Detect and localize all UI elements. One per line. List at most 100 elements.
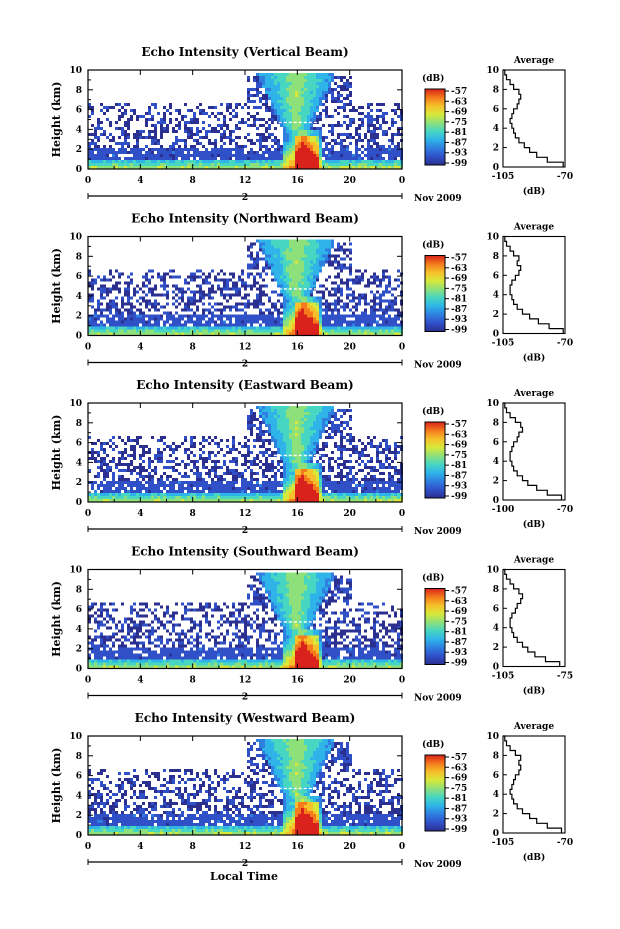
colorbar-tick-label: -99 (451, 659, 467, 669)
average-y-tick-label: 2 (493, 477, 499, 487)
x-tick-label: 12 (239, 343, 252, 353)
y-tick-label: 10 (69, 233, 82, 243)
average-x-tick-label: -105 (492, 172, 515, 182)
colorbar (424, 754, 446, 832)
day-marker: 2 (242, 193, 248, 203)
x-tick-label: 0 (399, 842, 405, 852)
average-x-tick-label: -75 (557, 672, 573, 682)
colorbar-tick-label: -75 (451, 451, 467, 461)
average-y-tick-label: 8 (493, 252, 499, 262)
average-profile-line (503, 735, 563, 833)
colorbar (424, 588, 446, 665)
colorbar-tick-label: -75 (451, 784, 467, 794)
average-y-tick-label: 10 (486, 566, 499, 576)
average-y-tick-label: 4 (493, 624, 499, 634)
average-x-tick-label: -70 (557, 172, 573, 182)
colorbar (424, 88, 446, 166)
colorbar-tick-label: -93 (451, 149, 467, 159)
average-y-tick-label: 4 (493, 457, 499, 467)
average-y-tick-label: 0 (493, 496, 499, 506)
colorbar (424, 421, 446, 499)
colorbar-unit: (dB) (422, 739, 444, 750)
colorbar-tick-label: -87 (451, 638, 467, 648)
average-y-tick-label: 6 (493, 438, 499, 448)
average-profile-line (503, 235, 564, 334)
y-tick-label: 0 (76, 831, 82, 841)
average-y-tick-label: 0 (493, 663, 499, 673)
y-tick-label: 10 (69, 732, 82, 742)
colorbar-tick-label: -69 (451, 108, 467, 118)
y-tick-label: 2 (76, 811, 82, 821)
day-marker: 2 (242, 693, 248, 703)
average-y-tick-label: 0 (493, 829, 499, 839)
average-y-tick-label: 4 (493, 790, 499, 800)
date-label: Nov 2009 (414, 860, 462, 870)
x-tick-label: 0 (399, 509, 405, 519)
panel-1: Echo Intensity (Vertical Beam) 0 2 4 6 8 10 0 4 8… (50, 45, 573, 204)
colorbar-tick-label: -99 (451, 159, 467, 169)
colorbar-tick-label: -93 (451, 315, 467, 325)
x-tick-label: 20 (343, 676, 356, 686)
average-y-tick-label: 8 (493, 418, 499, 428)
panel-2: Echo Intensity (Northward Beam) 0 2 4 6 8 10 0 4… (50, 212, 573, 371)
average-x-label: (dB) (523, 353, 545, 364)
y-tick-label: 2 (76, 145, 82, 155)
x-tick-label: 20 (343, 176, 356, 186)
x-axis-label: Local Time (210, 870, 278, 883)
average-y-tick-label: 4 (493, 124, 499, 134)
x-tick-label: 12 (239, 509, 252, 519)
colorbar-tick-label: -63 (451, 597, 467, 607)
y-tick-label: 6 (76, 772, 82, 782)
colorbar-tick-label: -63 (451, 97, 467, 107)
y-tick-label: 4 (76, 292, 82, 302)
x-tick-label: 16 (291, 509, 304, 519)
x-tick-label: 4 (137, 509, 143, 519)
panel-title: Echo Intensity (Eastward Beam) (136, 378, 353, 392)
colorbar-tick-label: -57 (451, 254, 467, 264)
x-tick-label: 20 (343, 842, 356, 852)
average-x-label: (dB) (523, 852, 545, 863)
day-marker: 2 (242, 360, 248, 370)
average-title: Average (513, 56, 554, 66)
average-x-tick-label: -105 (492, 838, 515, 848)
panel-title: Echo Intensity (Southward Beam) (131, 545, 359, 559)
x-tick-label: 16 (291, 676, 304, 686)
average-y-tick-label: 6 (493, 105, 499, 115)
x-tick-label: 4 (137, 676, 143, 686)
average-x-label: (dB) (523, 686, 545, 697)
average-x-tick-label: -105 (492, 339, 515, 349)
average-title: Average (513, 722, 554, 732)
colorbar-tick-label: -69 (451, 274, 467, 284)
colorbar-tick-label: -69 (451, 441, 467, 451)
colorbar-tick-label: -69 (451, 774, 467, 784)
average-y-tick-label: 8 (493, 85, 499, 95)
average-title: Average (513, 389, 554, 399)
average-y-tick-label: 6 (493, 604, 499, 614)
colorbar-tick-label: -57 (451, 420, 467, 430)
average-y-tick-label: 4 (493, 291, 499, 301)
y-tick-label: 8 (76, 752, 82, 762)
colorbar-unit: (dB) (422, 240, 444, 251)
average-title: Average (513, 556, 554, 566)
colorbar-tick-label: -93 (451, 648, 467, 658)
average-y-tick-label: 6 (493, 271, 499, 281)
colorbar-tick-label: -63 (451, 264, 467, 274)
panel-5: Echo Intensity (Westward Beam) 0 2 4 6 8 10 0 4 8… (50, 711, 573, 870)
average-y-tick-label: 10 (486, 732, 499, 742)
panel-3: Echo Intensity (Eastward Beam) 0 2 4 6 8 10 0 4 8… (50, 378, 573, 537)
average-y-tick-label: 0 (493, 163, 499, 173)
y-tick-label: 4 (76, 458, 82, 468)
colorbar-tick-label: -87 (451, 471, 467, 481)
average-y-tick-label: 10 (486, 399, 499, 409)
x-tick-label: 8 (190, 176, 196, 186)
y-axis-label: Height (km) (50, 581, 63, 657)
y-axis-label: Height (km) (50, 748, 63, 824)
colorbar-tick-label: -69 (451, 607, 467, 617)
y-tick-label: 6 (76, 106, 82, 116)
x-tick-label: 0 (85, 842, 91, 852)
colorbar-tick-label: -75 (451, 284, 467, 294)
panel-4: Echo Intensity (Southward Beam) 0 2 4 6 8 10 0 4… (50, 545, 573, 704)
average-x-label: (dB) (523, 519, 545, 530)
x-tick-label: 8 (190, 509, 196, 519)
x-tick-label: 0 (85, 676, 91, 686)
